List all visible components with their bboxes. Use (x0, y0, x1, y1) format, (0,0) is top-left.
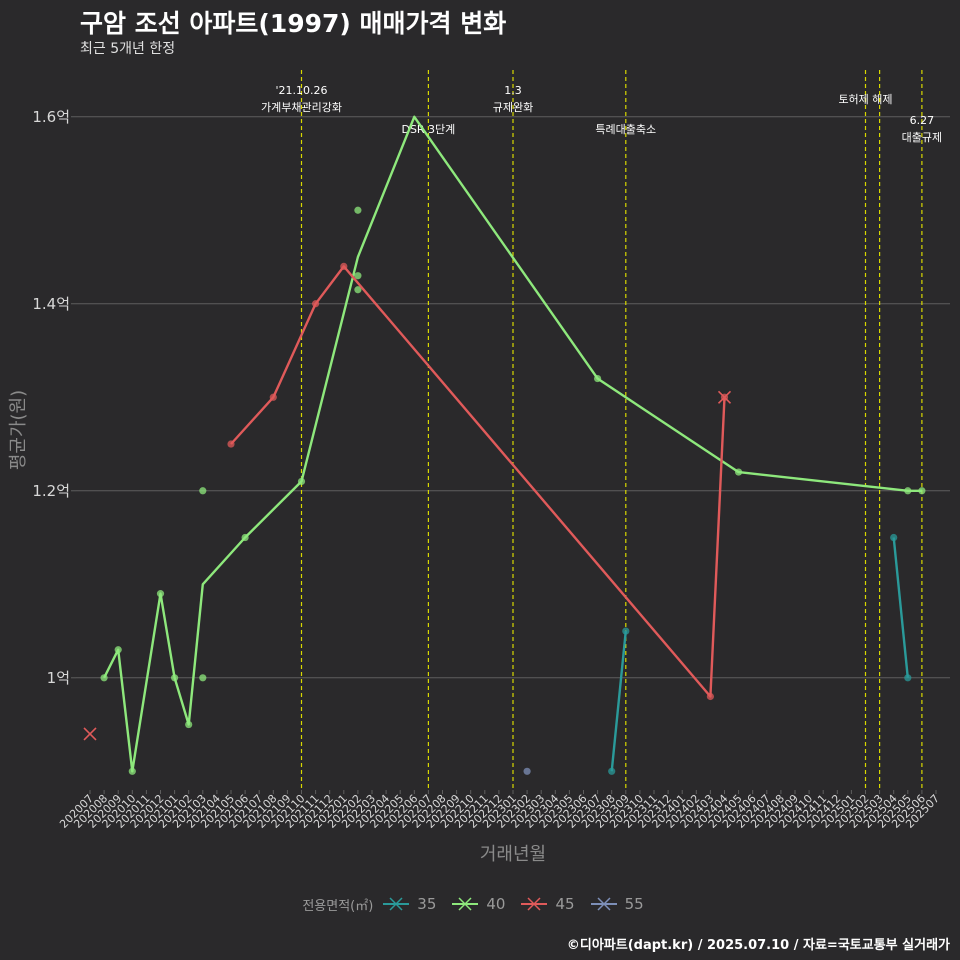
legend-item-35[interactable]: 35 (381, 894, 436, 914)
data-point-35 (622, 627, 630, 635)
data-point-35 (890, 533, 898, 542)
data-point-40 (354, 272, 362, 280)
series-line-35 (892, 537, 909, 678)
data-point-40 (904, 487, 912, 495)
data-point-40 (297, 477, 306, 486)
series-line-45 (230, 265, 726, 698)
event-label: 1.3 (504, 84, 522, 97)
data-point-45 (227, 440, 235, 448)
legend-key-45 (521, 897, 548, 911)
data-point-40 (156, 590, 165, 598)
legend-key-35 (383, 897, 410, 911)
data-point-40 (185, 720, 193, 729)
event-label: DSR 3단계 (401, 123, 455, 136)
y-tick-label: 1.2억 (32, 482, 70, 500)
legend-item-45[interactable]: 45 (519, 894, 575, 914)
data-point-40 (918, 487, 926, 495)
event-label: 규제완화 (493, 101, 533, 114)
data-point-40 (594, 374, 602, 383)
event-label: 6.27 (910, 114, 935, 127)
data-point-55 (523, 767, 531, 775)
data-point-35 (608, 767, 616, 775)
data-point-45 (269, 393, 277, 401)
event-label: 특례대출축소 (595, 123, 656, 136)
data-point-40 (199, 487, 207, 495)
event-label: 대출규제 (902, 131, 942, 144)
price-chart: 1억1.2억1.4억1.6억평균가(원)20200720200820200920… (8, 70, 950, 865)
x-axis-label: 거래년월 (480, 844, 546, 865)
legend-key-55 (590, 897, 617, 911)
cross-marker-45 (83, 727, 97, 741)
caption: ©디아파트(dapt.kr) / 2025.07.10 / 자료=국토교통부 실… (566, 938, 950, 953)
legend-title: 전용면적(㎡) (302, 898, 374, 914)
legend-label-45: 45 (555, 895, 575, 913)
data-point-40 (354, 286, 362, 294)
data-point-35 (904, 674, 912, 682)
legend-item-55[interactable]: 55 (589, 894, 644, 914)
legend-label-55: 55 (624, 895, 644, 913)
data-point-45 (340, 262, 348, 270)
legend-label-35: 35 (417, 895, 437, 913)
legend-key-40 (452, 897, 479, 911)
legend-label-40: 40 (486, 895, 506, 913)
data-point-40 (100, 674, 108, 682)
series-line-35 (610, 630, 627, 772)
y-tick-label: 1억 (47, 669, 70, 687)
data-point-40 (171, 674, 179, 682)
data-point-40 (735, 468, 743, 476)
data-point-45 (312, 300, 320, 308)
data-point-40 (241, 533, 249, 542)
y-axis-label: 평균가(원) (8, 390, 29, 470)
event-label: '21.10.26 (275, 84, 327, 97)
event-label: 토허제 해제 (838, 92, 892, 106)
y-tick-label: 1.4억 (32, 295, 70, 313)
data-point-40 (354, 206, 362, 214)
data-point-40 (199, 674, 207, 682)
data-point-40 (128, 767, 136, 775)
legend-item-40[interactable]: 40 (450, 894, 505, 914)
legend: 전용면적(㎡) 35 40 45 55 (0, 894, 960, 914)
cross-marker-45 (717, 390, 732, 404)
event-label: 가계부채관리강화 (261, 101, 342, 114)
chart-title: 구암 조선 아파트(1997) 매매가격 변화 (80, 9, 507, 38)
y-tick-label: 1.6억 (32, 108, 70, 126)
data-point-40 (114, 646, 122, 654)
chart-subtitle: 최근 5개년 한정 (80, 41, 176, 57)
data-point-45 (706, 692, 715, 701)
